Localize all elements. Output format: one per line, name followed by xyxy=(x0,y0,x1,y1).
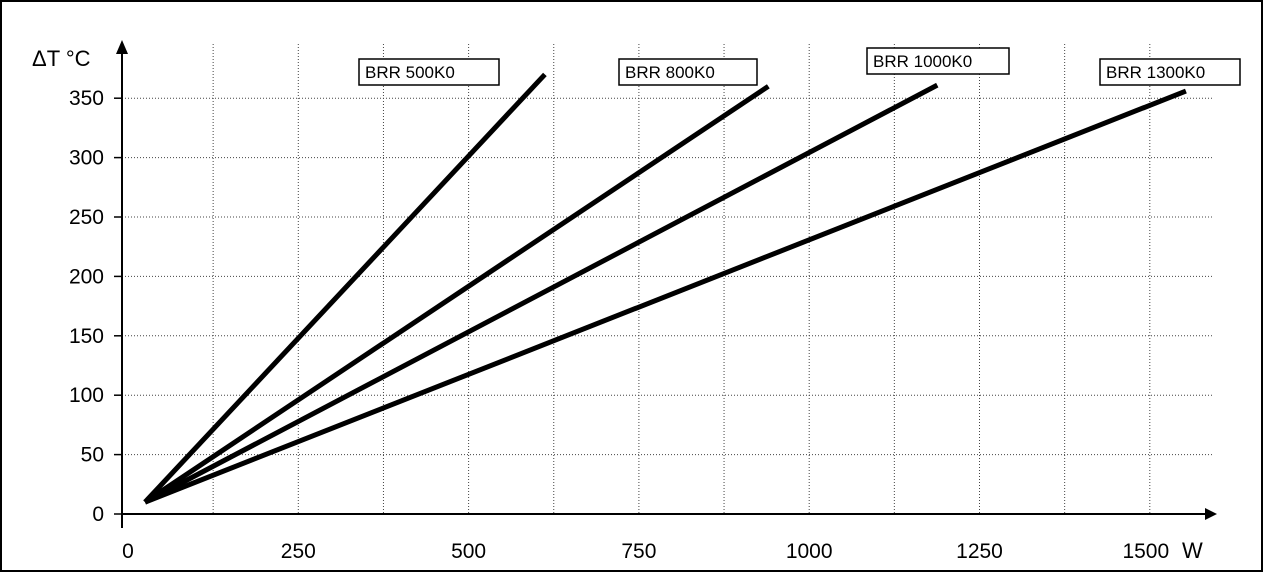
y-axis-title: ΔT °C xyxy=(32,46,91,71)
x-axis-unit: W xyxy=(1182,538,1203,563)
series-label: BRR 1300K0 xyxy=(1106,63,1205,82)
y-tick-label: 50 xyxy=(81,444,104,467)
series-labels: BRR 500K0 BRR 800K0 BRR 1000K0 BRR 1300K0 xyxy=(358,47,1241,86)
ticks: 0 50 100 150 200 250 300 350 0 250 500 750 1000 1250 1… xyxy=(69,87,1169,563)
x-tick-label: 0 xyxy=(122,540,134,563)
series-line-1 xyxy=(143,72,547,504)
series-label: BRR 1000K0 xyxy=(873,52,972,71)
series-label: BRR 500K0 xyxy=(365,63,455,82)
x-axis-arrow xyxy=(1205,508,1217,520)
y-tick-label: 100 xyxy=(69,384,104,407)
series-label-box xyxy=(1099,58,1241,86)
x-tick-label: 750 xyxy=(621,540,656,563)
y-axis-arrow xyxy=(116,40,128,54)
x-tick-label: 1500 xyxy=(1122,540,1169,563)
x-tick-label: 1250 xyxy=(956,540,1003,563)
series-label-box xyxy=(618,58,758,86)
y-tick-label: 300 xyxy=(69,147,104,170)
y-tick-label: 350 xyxy=(69,87,104,110)
x-tick-label: 1000 xyxy=(786,540,833,563)
y-tick-label: 250 xyxy=(69,206,104,229)
series-label-box xyxy=(866,47,1010,75)
grid xyxy=(122,44,1212,514)
series-line-2 xyxy=(143,84,770,505)
x-tick-label: 500 xyxy=(451,540,486,563)
y-tick-label: 0 xyxy=(92,503,104,526)
y-tick-label: 150 xyxy=(69,325,104,348)
series-line-4 xyxy=(144,88,1187,505)
series xyxy=(143,72,1187,505)
series-label: BRR 800K0 xyxy=(625,63,715,82)
series-line-3 xyxy=(143,82,939,505)
series-label-box xyxy=(358,58,500,86)
y-tick-label: 200 xyxy=(69,265,104,288)
axes: ΔT °C W xyxy=(32,40,1217,563)
x-tick-label: 250 xyxy=(281,540,316,563)
